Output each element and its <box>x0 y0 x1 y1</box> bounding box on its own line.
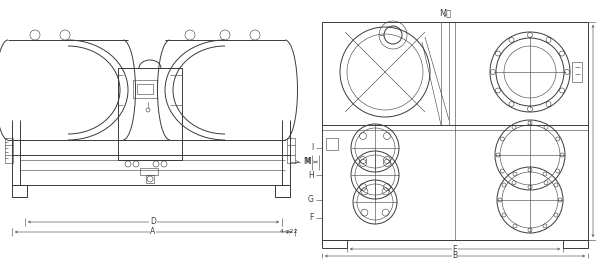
Bar <box>12 185 27 197</box>
Bar <box>275 185 290 197</box>
Bar <box>118 68 182 160</box>
Bar <box>133 80 157 98</box>
Bar <box>287 138 295 163</box>
Bar <box>137 84 153 94</box>
Text: I: I <box>312 144 314 153</box>
Text: G: G <box>308 196 314 205</box>
Bar <box>322 22 588 240</box>
Bar <box>326 138 338 150</box>
Text: D: D <box>150 218 156 226</box>
Text: F: F <box>310 213 314 223</box>
Bar <box>146 175 154 183</box>
Text: 4-φ22: 4-φ22 <box>280 230 299 235</box>
Text: M: M <box>303 158 310 166</box>
Text: M向: M向 <box>439 8 451 17</box>
Bar <box>322 240 347 248</box>
Text: M: M <box>304 158 311 166</box>
Bar <box>572 62 582 82</box>
Text: A: A <box>150 228 156 237</box>
Text: E: E <box>452 244 457 254</box>
Bar <box>5 138 13 163</box>
Bar <box>563 240 588 248</box>
Text: H: H <box>308 171 314 179</box>
Text: B: B <box>452 251 458 260</box>
Bar <box>140 168 158 175</box>
